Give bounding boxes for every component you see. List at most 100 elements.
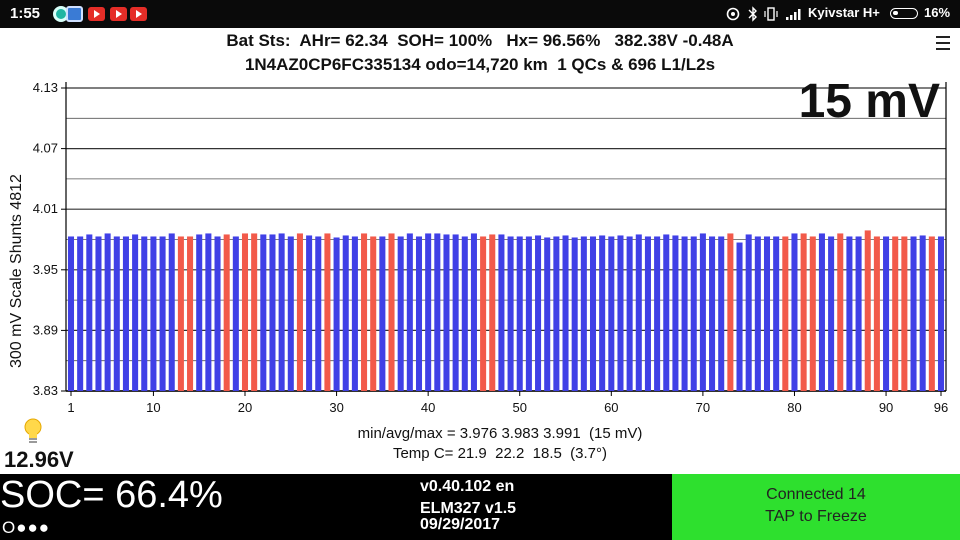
y-axis-ticks: 3.83 3.89 3.95 4.01 4.07 4.13: [33, 80, 66, 398]
cell-bar: [544, 237, 551, 391]
x-tick-label: 90: [879, 400, 893, 415]
cell-bar: [351, 236, 358, 391]
menu-icon[interactable]: [936, 36, 950, 50]
cell-bar: [260, 234, 267, 391]
cell-bar: [516, 236, 523, 391]
cell-bar: [132, 234, 139, 391]
cell-bar: [480, 236, 487, 391]
x-tick-label: 50: [513, 400, 527, 415]
cell-bar: [809, 236, 816, 391]
cell-bar: [122, 236, 129, 391]
y-tick-label: 3.89: [33, 322, 58, 337]
cell-bar: [278, 233, 285, 391]
cell-bar: [873, 236, 880, 391]
cell-bar: [77, 236, 84, 391]
cell-bar: [562, 235, 569, 391]
cell-bar: [855, 236, 862, 391]
cell-bar: [617, 235, 624, 391]
battery-percent: 16%: [924, 5, 951, 20]
build-date: 09/29/2017: [420, 516, 501, 533]
cell-bar: [690, 236, 697, 391]
cell-bar: [333, 237, 340, 391]
cell-bar: [168, 233, 175, 391]
cell-bar: [342, 235, 349, 391]
y-tick-label: 4.07: [33, 141, 58, 156]
cell-bar: [397, 236, 404, 391]
cell-bar: [635, 234, 642, 391]
cell-bar: [214, 236, 221, 391]
cell-bar: [95, 236, 102, 391]
cell-bar: [644, 236, 651, 391]
cell-bar: [571, 237, 578, 391]
cell-bar: [361, 233, 368, 391]
cell-bar: [718, 236, 725, 391]
cell-bar: [681, 236, 688, 391]
cell-bar: [324, 233, 331, 391]
x-tick-label: 70: [696, 400, 710, 415]
cell-voltage-chart[interactable]: 3.83 3.89 3.95 4.01 4.07 4.13 1 10 20 30 40 50 60 70…: [0, 0, 960, 420]
vibrate-icon: [764, 7, 778, 21]
cell-bar: [608, 236, 615, 391]
youtube-icon: [110, 7, 127, 21]
connection-dots: O●●●: [2, 518, 51, 537]
cell-bar: [205, 233, 212, 391]
x-tick-label: 96: [934, 400, 948, 415]
cell-bar: [919, 235, 926, 391]
vehicle-info-line: 1N4AZ0CP6FC335134 odo=14,720 km 1 QCs & …: [244, 55, 716, 74]
cell-bar: [654, 236, 661, 391]
adapter-version: ELM327 v1.5: [420, 500, 517, 517]
cell-bar: [443, 234, 450, 391]
tap-to-freeze-label: TAP to Freeze: [765, 508, 867, 525]
lightbulb-icon: [24, 418, 42, 443]
cell-bar: [773, 236, 780, 391]
cell-bar: [489, 234, 496, 391]
cell-bar: [736, 242, 743, 391]
voltage-spread-label: 15 mV: [798, 75, 940, 128]
x-tick-label: 10: [146, 400, 160, 415]
cell-bar: [113, 236, 120, 391]
cell-bar: [800, 233, 807, 391]
carrier-label: Kyivstar H+: [808, 5, 880, 20]
cell-bar: [580, 236, 587, 391]
cell-bar: [928, 236, 935, 391]
bluetooth-icon: [748, 6, 757, 22]
cell-bar: [699, 233, 706, 391]
aux-battery-voltage: 12.96V: [4, 447, 74, 472]
cell-bar: [727, 233, 734, 391]
connected-label: Connected 14: [766, 486, 866, 503]
app-version: v0.40.102 en: [420, 478, 515, 495]
record-icon: [726, 7, 740, 21]
version-panel: v0.40.102 en ELM327 v1.5 09/29/2017: [420, 474, 672, 540]
cell-bar: [709, 236, 716, 391]
cell-bar: [177, 236, 184, 391]
y-axis-title: 300 mV Scale Shunts 4812: [8, 174, 25, 368]
x-tick-label: 60: [604, 400, 618, 415]
cell-bar: [296, 233, 303, 391]
cell-bar: [104, 233, 111, 391]
cell-bar: [507, 236, 514, 391]
cell-bar: [818, 233, 825, 391]
freeze-button[interactable]: Connected 14 TAP to Freeze: [672, 474, 960, 540]
cell-bar: [901, 236, 908, 391]
cell-bar: [315, 236, 322, 391]
cell-bar: [388, 233, 395, 391]
x-tick-label: 20: [238, 400, 252, 415]
cell-bar: [241, 233, 249, 391]
cell-bar: [306, 235, 313, 391]
cell-bar: [937, 236, 945, 391]
x-tick-label: 80: [787, 400, 801, 415]
x-tick-label: 1: [67, 400, 74, 415]
cell-bar: [525, 236, 532, 391]
cell-bar: [425, 233, 432, 391]
cell-bar: [626, 236, 633, 391]
temperature-line: Temp C= 21.9 22.2 18.5 (3.7°): [392, 445, 608, 462]
soc-panel: SOC= 66.4% O●●●: [0, 474, 420, 540]
cell-bar: [892, 236, 899, 391]
cell-bar: [828, 236, 835, 391]
gallery-icon: [66, 6, 83, 22]
cell-bar: [672, 235, 679, 391]
battery-status-line: Bat Sts: AHr= 62.34 SOH= 100% Hx= 96.56%…: [226, 31, 734, 50]
cell-bar: [415, 236, 423, 391]
cell-bar: [379, 236, 386, 391]
cell-bar: [287, 236, 294, 391]
